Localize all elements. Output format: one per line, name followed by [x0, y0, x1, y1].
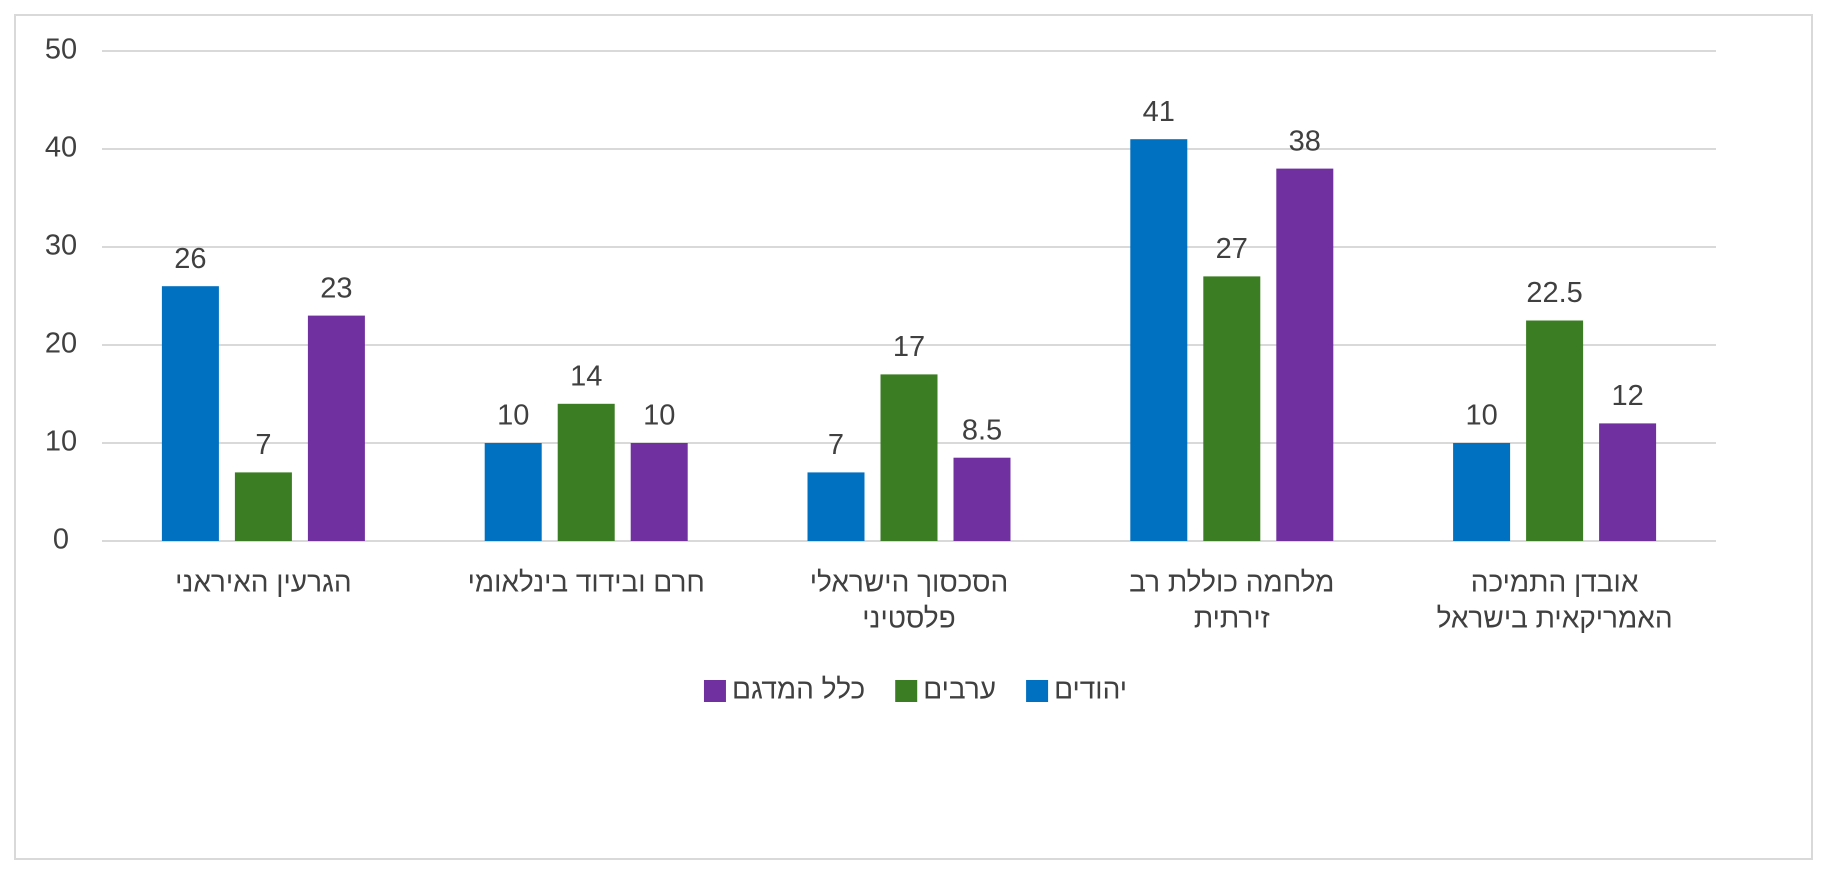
data-label: 41	[1143, 96, 1175, 128]
category-label: זירתית	[1194, 602, 1270, 633]
bar	[953, 457, 1011, 541]
legend-swatch	[1026, 680, 1049, 702]
data-label: 7	[828, 429, 844, 461]
bar	[630, 443, 688, 541]
legend-item: יהודים	[1026, 673, 1127, 704]
bar	[234, 472, 292, 541]
bar	[307, 315, 365, 541]
bar	[1599, 423, 1657, 541]
data-label: 27	[1216, 233, 1248, 265]
legend-label: כלל המדגם	[732, 673, 865, 704]
y-tick-label: 40	[45, 132, 77, 164]
data-label: 10	[643, 400, 675, 432]
legend-item: ערבים	[895, 673, 996, 704]
bar	[807, 472, 865, 541]
bar-chart: 0 10 20 30 40 50 26 7 23 הגרעין האיראני 10 14 10 חרם …	[45, 34, 1716, 704]
data-label: 22.5	[1526, 277, 1582, 309]
bar	[1130, 139, 1188, 541]
legend-label: יהודים	[1054, 673, 1127, 704]
data-label: 8.5	[962, 414, 1002, 446]
chart-frame: 0 10 20 30 40 50 26 7 23 הגרעין האיראני 10 14 10 חרם …	[14, 14, 1813, 860]
data-label: 23	[320, 272, 352, 304]
y-tick-label: 10	[45, 426, 77, 458]
category-label: אובדן התמיכה	[1471, 566, 1639, 597]
legend-swatch	[703, 680, 726, 702]
bar	[1276, 168, 1334, 541]
y-tick-label: 30	[45, 230, 77, 262]
bar	[1203, 276, 1261, 541]
bar	[1453, 443, 1511, 541]
data-label: 26	[174, 243, 206, 275]
category-label: הגרעין האיראני	[175, 566, 351, 597]
data-label: 7	[255, 429, 271, 461]
category-label: האמריקאית בישראל	[1437, 602, 1673, 633]
bar	[1526, 320, 1584, 541]
y-tick-label: 50	[45, 34, 77, 66]
category-label: פלסטיני	[862, 602, 955, 633]
bar	[161, 286, 219, 541]
legend-item: כלל המדגם	[703, 673, 865, 704]
category-label: הסכסוך הישראלי	[810, 566, 1008, 597]
bar	[880, 374, 938, 541]
y-tick-label: 0	[53, 524, 69, 556]
data-label: 17	[893, 331, 925, 363]
legend-swatch	[895, 680, 918, 702]
data-label: 14	[570, 360, 602, 392]
y-tick-label: 20	[45, 328, 77, 360]
legend: יהודים ערבים כלל המדגם	[703, 673, 1127, 704]
data-label: 10	[1465, 400, 1497, 432]
bar	[557, 403, 615, 541]
legend-label: ערבים	[923, 673, 996, 704]
category-label: מלחמה כוללת רב	[1129, 566, 1334, 597]
data-label: 12	[1611, 380, 1643, 412]
bar	[484, 443, 542, 541]
category-label: חרם ובידוד בינלאומי	[468, 566, 705, 597]
data-label: 38	[1289, 125, 1321, 157]
data-label: 10	[497, 400, 529, 432]
